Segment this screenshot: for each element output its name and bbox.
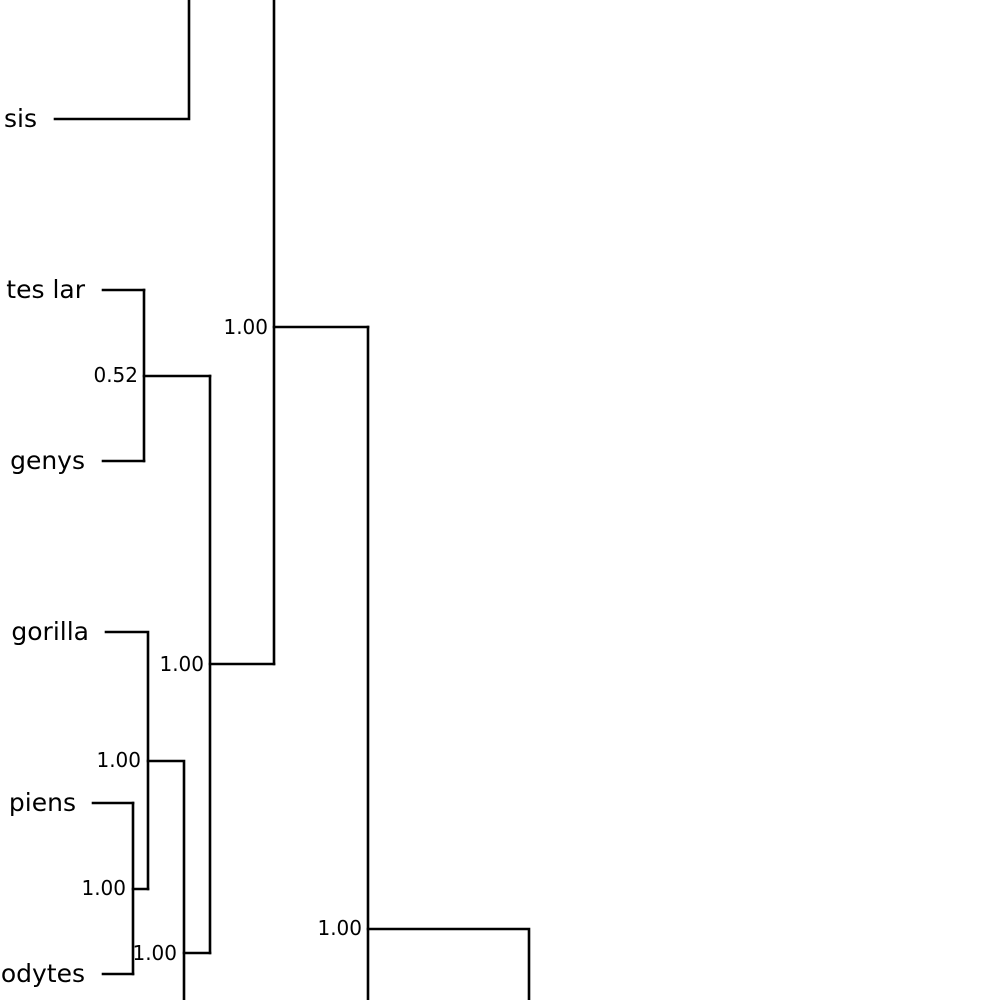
support-value: 1.00 (132, 941, 177, 965)
branch-deep-stem (366, 927, 531, 1000)
taxon-label: tes lar (6, 275, 85, 304)
support-value: 0.52 (93, 363, 138, 387)
taxon-label: piens (9, 788, 76, 817)
support-values: 0.52 1.00 1.00 1.00 1.00 1.00 1.00 (81, 315, 362, 965)
taxon-label: odytes (1, 959, 85, 988)
taxon-label: genys (10, 446, 85, 475)
branch-gorilla-clade-stem (146, 759, 186, 1000)
support-value: 1.00 (96, 748, 141, 772)
taxon-label: sis (4, 104, 37, 133)
tree-branches (53, 0, 531, 1000)
branch-t1 (53, 0, 191, 121)
branch-t4 (104, 630, 150, 891)
support-value: 1.00 (317, 916, 362, 940)
taxon-label: gorilla (11, 617, 89, 646)
support-value: 1.00 (159, 652, 204, 676)
taxon-labels: sis tes lar genys gorilla piens odytes (1, 104, 89, 988)
support-value: 1.00 (81, 876, 126, 900)
support-value: 1.00 (223, 315, 268, 339)
